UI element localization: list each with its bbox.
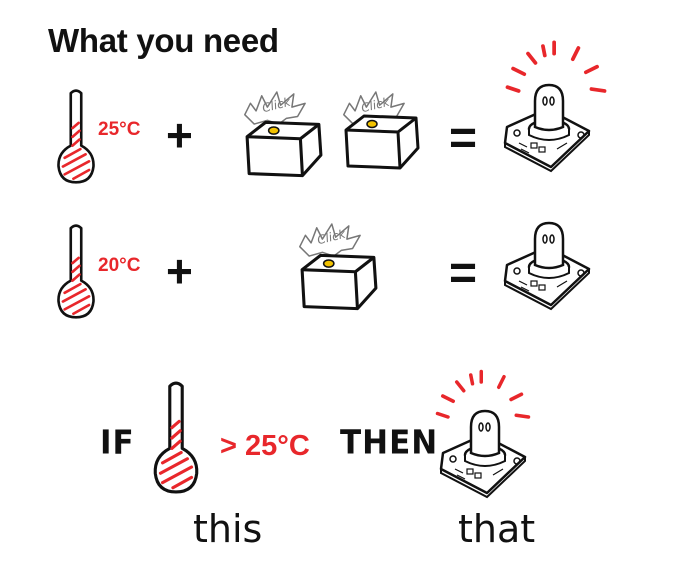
condition-temperature: > 25°C: [220, 430, 310, 462]
equals-sign: =: [449, 247, 478, 300]
this-caption: this: [193, 507, 263, 551]
temperature-20: 20°C: [98, 255, 141, 276]
plus-sign: +: [166, 109, 193, 161]
plus-sign: +: [166, 245, 193, 297]
page-title: What you need: [48, 22, 279, 59]
temperature-25: 25°C: [98, 119, 141, 140]
that-caption: that: [458, 507, 536, 551]
then-word: THEN: [340, 424, 439, 462]
thermometer-icon: [150, 380, 202, 494]
led-module-icon: [497, 72, 597, 184]
thermometer-icon: [54, 88, 98, 184]
led-module-icon: [433, 398, 533, 510]
led-module-icon: [497, 210, 597, 322]
if-word: IF: [100, 424, 135, 462]
push-button-icon: [298, 249, 380, 315]
equals-sign: =: [449, 112, 478, 165]
thermometer-icon: [54, 223, 98, 319]
push-button-icon: [243, 117, 325, 181]
push-button-icon: [342, 110, 422, 174]
